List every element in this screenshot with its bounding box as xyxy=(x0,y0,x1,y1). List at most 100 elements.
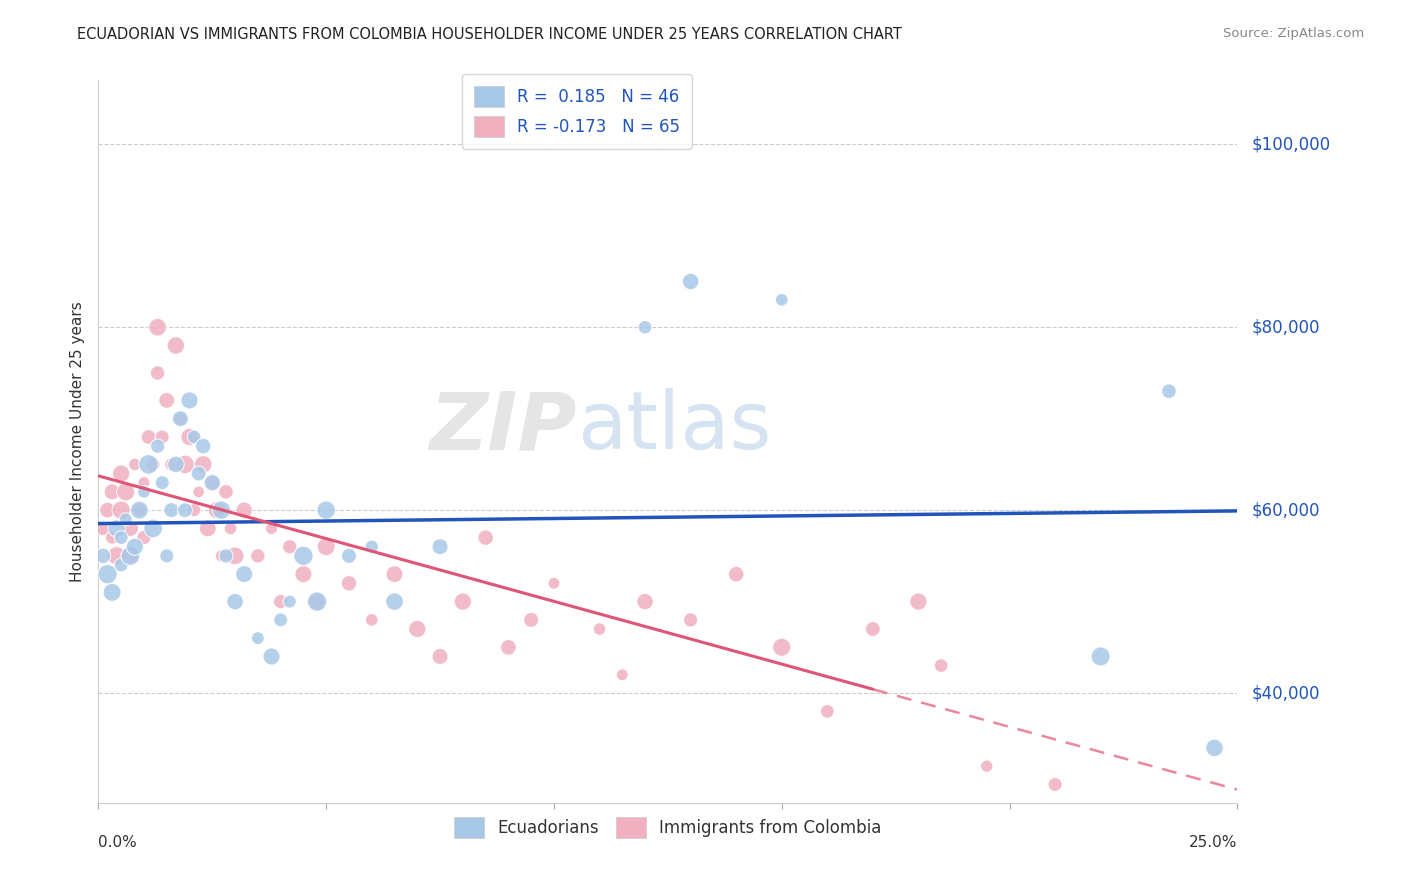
Point xyxy=(128,503,150,517)
Point xyxy=(360,540,382,554)
Text: ECUADORIAN VS IMMIGRANTS FROM COLOMBIA HOUSEHOLDER INCOME UNDER 25 YEARS CORRELA: ECUADORIAN VS IMMIGRANTS FROM COLOMBIA H… xyxy=(77,27,903,42)
Point xyxy=(165,338,187,352)
Point xyxy=(101,531,124,545)
Point xyxy=(520,613,543,627)
Point xyxy=(124,540,146,554)
Point xyxy=(588,622,610,636)
Point xyxy=(105,521,128,535)
Point xyxy=(224,594,246,608)
Point xyxy=(260,649,283,664)
Point xyxy=(193,458,215,472)
Point xyxy=(91,521,114,535)
Point xyxy=(160,503,183,517)
Point xyxy=(1157,384,1180,399)
Point xyxy=(146,439,169,453)
Point xyxy=(150,430,173,444)
Point xyxy=(215,549,238,563)
Text: $60,000: $60,000 xyxy=(1251,501,1320,519)
Text: atlas: atlas xyxy=(576,388,770,467)
Point xyxy=(907,594,929,608)
Point xyxy=(612,667,634,681)
Point xyxy=(193,439,215,453)
Point xyxy=(770,293,793,307)
Point xyxy=(201,475,224,490)
Point xyxy=(187,467,209,481)
Point xyxy=(406,622,429,636)
Point xyxy=(929,658,952,673)
Point xyxy=(543,576,565,591)
Point xyxy=(384,567,406,582)
Point xyxy=(114,512,136,526)
Point xyxy=(862,622,884,636)
Point xyxy=(976,759,998,773)
Point xyxy=(233,503,256,517)
Point xyxy=(96,503,118,517)
Point xyxy=(110,531,132,545)
Point xyxy=(138,430,160,444)
Point xyxy=(138,458,160,472)
Point xyxy=(429,540,451,554)
Point xyxy=(209,549,232,563)
Point xyxy=(634,594,657,608)
Point xyxy=(815,704,838,718)
Point xyxy=(110,467,132,481)
Point xyxy=(278,540,301,554)
Point xyxy=(292,549,315,563)
Point xyxy=(246,549,269,563)
Point xyxy=(120,549,142,563)
Point xyxy=(160,458,183,472)
Text: $40,000: $40,000 xyxy=(1251,684,1320,702)
Point xyxy=(1043,777,1066,791)
Point xyxy=(110,503,132,517)
Point xyxy=(165,458,187,472)
Point xyxy=(498,640,520,655)
Text: Source: ZipAtlas.com: Source: ZipAtlas.com xyxy=(1223,27,1364,40)
Point xyxy=(209,503,232,517)
Point xyxy=(315,503,337,517)
Point xyxy=(270,594,292,608)
Text: $100,000: $100,000 xyxy=(1251,136,1330,153)
Point xyxy=(132,484,155,499)
Point xyxy=(146,320,169,334)
Point xyxy=(474,531,496,545)
Point xyxy=(183,430,205,444)
Point xyxy=(307,594,329,608)
Point xyxy=(201,475,224,490)
Point xyxy=(451,594,474,608)
Point xyxy=(101,484,124,499)
Point xyxy=(169,411,191,425)
Point xyxy=(110,558,132,572)
Point xyxy=(337,576,360,591)
Point xyxy=(278,594,301,608)
Point xyxy=(142,521,165,535)
Point xyxy=(634,320,657,334)
Point xyxy=(114,484,136,499)
Point xyxy=(174,458,197,472)
Point xyxy=(384,594,406,608)
Point xyxy=(679,613,702,627)
Point xyxy=(169,411,191,425)
Point xyxy=(360,613,382,627)
Point xyxy=(101,585,124,599)
Point xyxy=(246,631,269,645)
Point xyxy=(1204,740,1226,755)
Point xyxy=(233,567,256,582)
Point xyxy=(679,275,702,289)
Point xyxy=(179,393,201,408)
Point xyxy=(96,567,118,582)
Point xyxy=(215,484,238,499)
Point xyxy=(142,458,165,472)
Point xyxy=(120,521,142,535)
Point xyxy=(146,366,169,380)
Point xyxy=(429,649,451,664)
Point xyxy=(337,549,360,563)
Point xyxy=(1090,649,1112,664)
Point xyxy=(156,549,179,563)
Point xyxy=(132,531,155,545)
Point xyxy=(132,475,155,490)
Text: $80,000: $80,000 xyxy=(1251,318,1320,336)
Point xyxy=(770,640,793,655)
Point xyxy=(315,540,337,554)
Point xyxy=(120,549,142,563)
Point xyxy=(307,594,329,608)
